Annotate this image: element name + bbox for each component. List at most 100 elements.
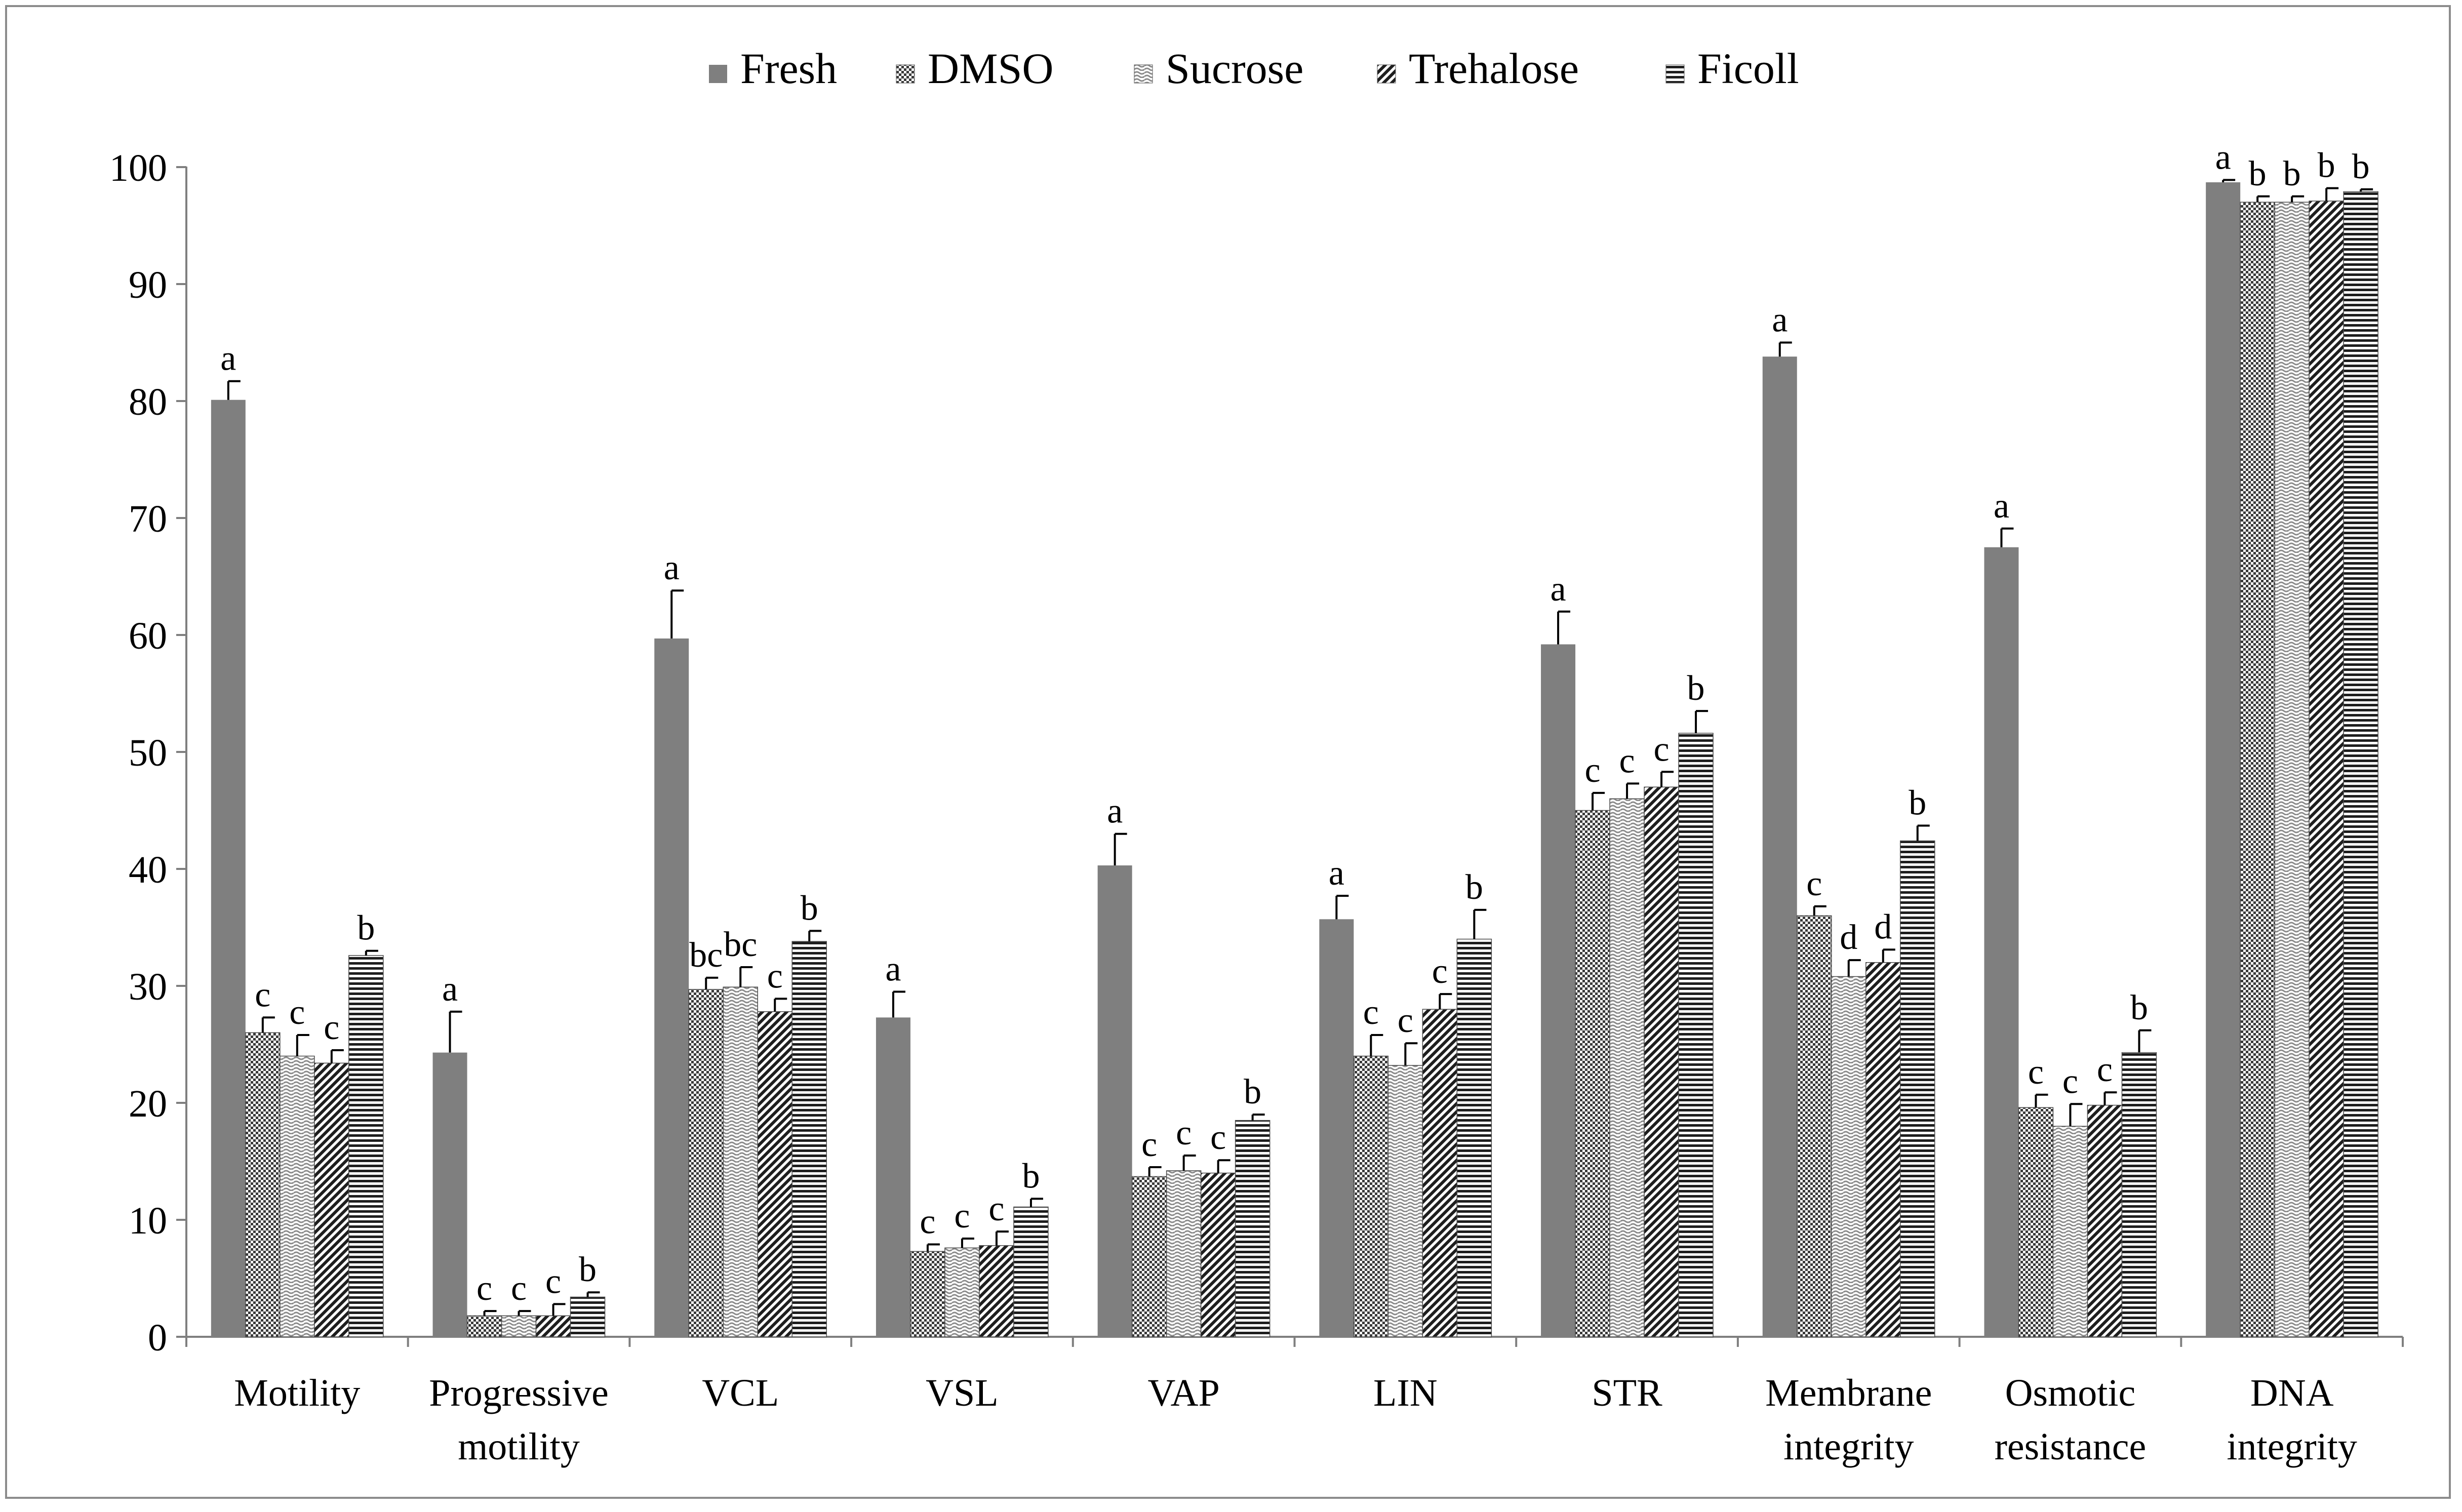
bar-sucrose bbox=[1166, 1170, 1202, 1337]
legend-label: Fresh bbox=[740, 44, 837, 93]
bar-fresh bbox=[1762, 356, 1797, 1337]
bar-ficoll bbox=[791, 941, 827, 1337]
significance-letter: b bbox=[357, 909, 375, 948]
bar-dmso bbox=[1131, 1176, 1167, 1337]
bar-fresh bbox=[1541, 644, 1576, 1337]
significance-letter: a bbox=[1107, 792, 1123, 831]
legend-swatch-fresh bbox=[709, 65, 727, 83]
significance-letter: a bbox=[885, 950, 901, 989]
bar-trehalose bbox=[535, 1315, 571, 1337]
bar-ficoll bbox=[1456, 938, 1492, 1337]
x-tick-label: Osmotic bbox=[2005, 1372, 2136, 1414]
significance-letter: a bbox=[2215, 138, 2231, 177]
y-tick-label: 10 bbox=[129, 1200, 167, 1242]
x-tick-label: Motility bbox=[234, 1372, 360, 1414]
bar-trehalose bbox=[1422, 1009, 1458, 1337]
bar-trehalose bbox=[2087, 1104, 2123, 1337]
y-axis: 0 10 20 30 40 50 60 70 80 90 100 bbox=[109, 147, 187, 1359]
legend-swatch-dmso bbox=[896, 64, 915, 84]
significance-letter: c bbox=[476, 1269, 492, 1308]
bar-fresh bbox=[654, 638, 689, 1337]
bar-fresh bbox=[876, 1017, 910, 1337]
bar-fresh bbox=[1097, 865, 1132, 1337]
bar-dmso bbox=[466, 1315, 502, 1337]
legend-swatch-ficoll bbox=[1665, 64, 1685, 84]
bar-trehalose bbox=[757, 1011, 792, 1337]
significance-letter: c bbox=[1619, 741, 1635, 780]
legend: Fresh DMSO Sucrose Trehalose Ficoll bbox=[709, 44, 1799, 93]
y-tick-label: 40 bbox=[129, 849, 167, 891]
significance-letter: a bbox=[220, 339, 236, 378]
bar-sucrose bbox=[501, 1315, 537, 1337]
significance-letter: d bbox=[1874, 907, 1892, 946]
significance-letter: c bbox=[2062, 1062, 2078, 1101]
significance-letter: c bbox=[767, 957, 783, 996]
significance-letter: a bbox=[442, 970, 458, 1009]
bar-fresh bbox=[211, 400, 246, 1337]
significance-letter: a bbox=[664, 548, 680, 587]
legend-swatch-sucrose bbox=[1134, 64, 1153, 84]
bar-sucrose bbox=[1387, 1065, 1423, 1337]
significance-letter: c bbox=[255, 975, 270, 1014]
bar-dmso bbox=[245, 1032, 281, 1337]
x-tick-label: VAP bbox=[1148, 1372, 1220, 1414]
significance-letter: a bbox=[1551, 570, 1566, 609]
significance-letter: c bbox=[1806, 864, 1822, 903]
x-tick-label: Progressive bbox=[429, 1372, 609, 1414]
significance-letter: b bbox=[579, 1250, 597, 1289]
bar-sucrose bbox=[723, 986, 758, 1337]
bar-ficoll bbox=[2121, 1052, 2157, 1337]
bar-dmso bbox=[2240, 202, 2275, 1337]
y-tick-label: 50 bbox=[129, 732, 167, 774]
legend-label: Ficoll bbox=[1697, 44, 1799, 93]
bar-ficoll bbox=[1900, 840, 1935, 1337]
bar-dmso bbox=[910, 1251, 945, 1337]
significance-letter: b bbox=[2318, 146, 2335, 185]
x-tick-label: integrity bbox=[1783, 1425, 1914, 1468]
significance-letter: b bbox=[1244, 1072, 1261, 1111]
y-tick-label: 80 bbox=[129, 381, 167, 423]
significance-letter: b bbox=[2130, 988, 2148, 1027]
bar-sucrose bbox=[1609, 798, 1645, 1337]
significance-letter: c bbox=[988, 1189, 1004, 1228]
significance-letter: c bbox=[1654, 730, 1670, 769]
bar-dmso bbox=[1353, 1055, 1389, 1337]
bar-trehalose bbox=[1644, 786, 1679, 1337]
significance-letter: a bbox=[1329, 854, 1344, 893]
legend-swatch-trehalose bbox=[1377, 64, 1396, 84]
x-tick-label: DNA bbox=[2250, 1372, 2334, 1414]
significance-letter: c bbox=[324, 1008, 339, 1047]
bar-ficoll bbox=[348, 955, 384, 1337]
significance-letter: bc bbox=[724, 925, 757, 964]
bar-dmso bbox=[1797, 915, 1832, 1337]
significance-letter: c bbox=[545, 1262, 561, 1301]
significance-letter: c bbox=[1210, 1118, 1226, 1157]
x-tick-label: STR bbox=[1592, 1372, 1662, 1414]
significance-letter: b bbox=[1909, 784, 1926, 823]
bar-trehalose bbox=[1200, 1172, 1236, 1337]
significance-letter: c bbox=[1176, 1113, 1192, 1152]
significance-letter: c bbox=[2028, 1053, 2044, 1092]
bar-ficoll bbox=[1235, 1120, 1270, 1337]
bar-fresh bbox=[1984, 547, 2019, 1337]
legend-label: Sucrose bbox=[1166, 44, 1303, 93]
x-tick-label: VCL bbox=[702, 1372, 779, 1414]
bar-ficoll bbox=[1013, 1206, 1049, 1337]
bar-sucrose bbox=[2274, 202, 2310, 1337]
bar-trehalose bbox=[979, 1245, 1014, 1337]
significance-letter: c bbox=[920, 1203, 935, 1242]
significance-letter: bc bbox=[689, 936, 723, 975]
bar-dmso bbox=[2018, 1107, 2054, 1337]
y-tick-label: 0 bbox=[148, 1317, 167, 1359]
significance-letter: b bbox=[1022, 1157, 1040, 1196]
bar-trehalose bbox=[1865, 962, 1901, 1337]
bar-dmso bbox=[1575, 810, 1610, 1337]
bar-ficoll bbox=[570, 1296, 606, 1337]
significance-letter: b bbox=[2249, 154, 2267, 193]
x-tick-label: Membrane bbox=[1765, 1372, 1932, 1414]
x-tick-label: integrity bbox=[2227, 1425, 2357, 1468]
significance-letter: c bbox=[289, 993, 305, 1032]
significance-letter: d bbox=[1840, 918, 1857, 957]
